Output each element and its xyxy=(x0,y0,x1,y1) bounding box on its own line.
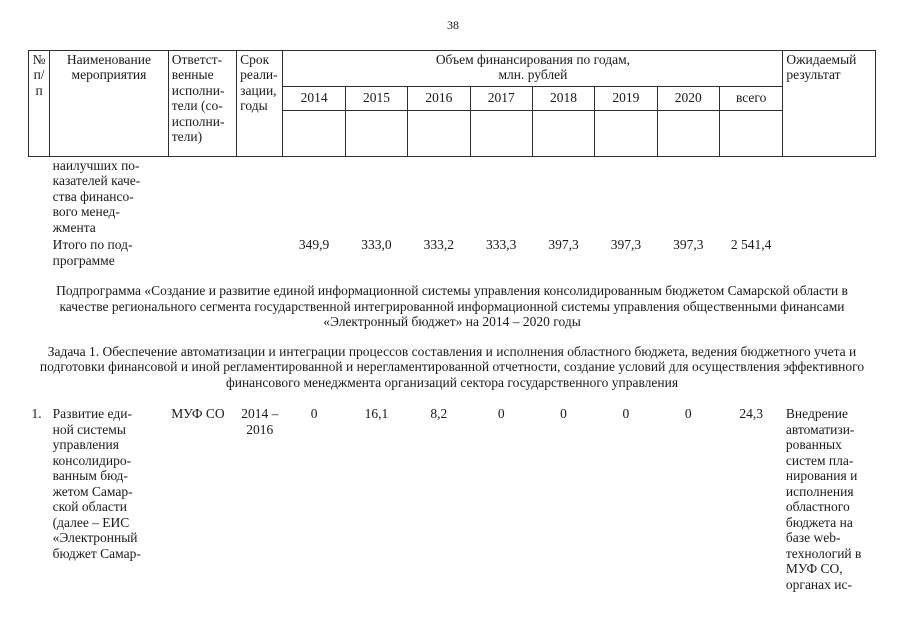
table-row-continuation: наилучших по- казателей каче- ства финан… xyxy=(29,156,876,236)
cell-empty xyxy=(783,236,876,269)
year-header-2017: 2017 xyxy=(469,85,533,111)
table-header: № п/п Наименование мероприятия Ответст- … xyxy=(27,49,876,157)
table-row-1: 1. Развитие еди- ной системы управления … xyxy=(29,390,876,593)
cell-num-empty xyxy=(29,156,50,236)
col-header-activity: Наименование мероприятия xyxy=(49,49,169,157)
subtotal-2014: 349,9 xyxy=(298,237,330,252)
table-header-row-years: 2014 2015 2016 2017 2018 2019 2020 всего xyxy=(29,85,876,111)
value-2018: 0 xyxy=(560,406,567,421)
subtotal-2015: 333,0 xyxy=(361,237,392,252)
value-2015: 16,1 xyxy=(364,406,389,421)
year-header-2019: 2019 xyxy=(594,85,658,111)
executor: МУФ СО xyxy=(171,406,225,421)
header-spacer-cell xyxy=(718,109,784,157)
value-2016: 8,2 xyxy=(430,406,448,421)
header-spacer-cell xyxy=(407,109,471,157)
value-2014: 0 xyxy=(310,406,318,421)
value-2019: 0 xyxy=(622,406,630,421)
expected-result: Внедрение автоматизи- рованных систем пл… xyxy=(785,406,862,592)
task-heading: Задача 1. Обеспечение автоматизации и ин… xyxy=(39,343,865,390)
col-header-executors: Ответст- венные исполни- тели (со- испол… xyxy=(167,49,238,157)
subtotal-2018: 397,3 xyxy=(548,237,579,252)
subtotal-2016: 333,2 xyxy=(423,237,455,252)
table-row-subtotal: Итого по под- программе 349,9 333,0 333,… xyxy=(29,236,876,269)
col-header-funding: Объем финансирования по годам, млн. рубл… xyxy=(282,49,784,87)
cell-empty xyxy=(237,236,283,269)
heading-row-subprogram: Подпрограмма «Создание и развитие единой… xyxy=(29,269,876,330)
header-spacer-cell xyxy=(469,109,533,157)
heading-row-task: Задача 1. Обеспечение автоматизации и ин… xyxy=(29,330,876,391)
activity-name: Развитие еди- ной системы управления кон… xyxy=(52,406,141,561)
cell-empty xyxy=(168,156,875,236)
col-header-term: Срок реали- зации, годы xyxy=(236,49,284,157)
financing-table: № п/п Наименование мероприятия Ответст- … xyxy=(27,49,876,594)
year-header-2020: 2020 xyxy=(656,85,720,111)
cell-num-empty xyxy=(29,236,50,269)
subtotal-2019: 397,3 xyxy=(610,237,642,252)
table-header-row-spacer xyxy=(29,109,876,157)
year-header-2015: 2015 xyxy=(344,85,409,111)
col-header-expected-result: Ожидаемый результат xyxy=(782,49,876,157)
header-spacer-cell xyxy=(656,109,720,157)
activity-name: наилучших по- казателей каче- ства финан… xyxy=(52,157,141,235)
subtotal-total: 2 541,4 xyxy=(730,237,772,252)
subprogram-heading: Подпрограмма «Создание и развитие единой… xyxy=(56,283,848,329)
table-header-row-1: № п/п Наименование мероприятия Ответст- … xyxy=(27,49,876,157)
year-header-total: всего xyxy=(718,85,784,111)
year-header-2016: 2016 xyxy=(407,85,471,111)
col-header-num: № п/п xyxy=(27,49,51,157)
subtotal-label: Итого по под- программе xyxy=(52,237,133,268)
table-body: наилучших по- казателей каче- ства финан… xyxy=(29,156,876,593)
row-number: 1. xyxy=(31,406,42,421)
year-header-2018: 2018 xyxy=(531,85,596,111)
value-2020: 0 xyxy=(684,406,692,421)
header-spacer-cell xyxy=(282,109,346,157)
subtotal-2017: 333,3 xyxy=(486,237,517,252)
term: 2014 – 2016 xyxy=(241,406,279,437)
page-number: 38 xyxy=(447,18,459,32)
header-spacer-cell xyxy=(594,109,658,157)
value-2017: 0 xyxy=(497,406,505,421)
value-total: 24,3 xyxy=(739,406,763,421)
document-page: 38 № п/п Наименование мероприятия Ответс… xyxy=(27,18,876,594)
subtotal-2020: 397,3 xyxy=(673,237,704,252)
header-spacer-cell xyxy=(531,109,596,157)
header-spacer-cell xyxy=(344,109,409,157)
cell-empty xyxy=(168,236,236,269)
year-header-2014: 2014 xyxy=(282,85,346,111)
